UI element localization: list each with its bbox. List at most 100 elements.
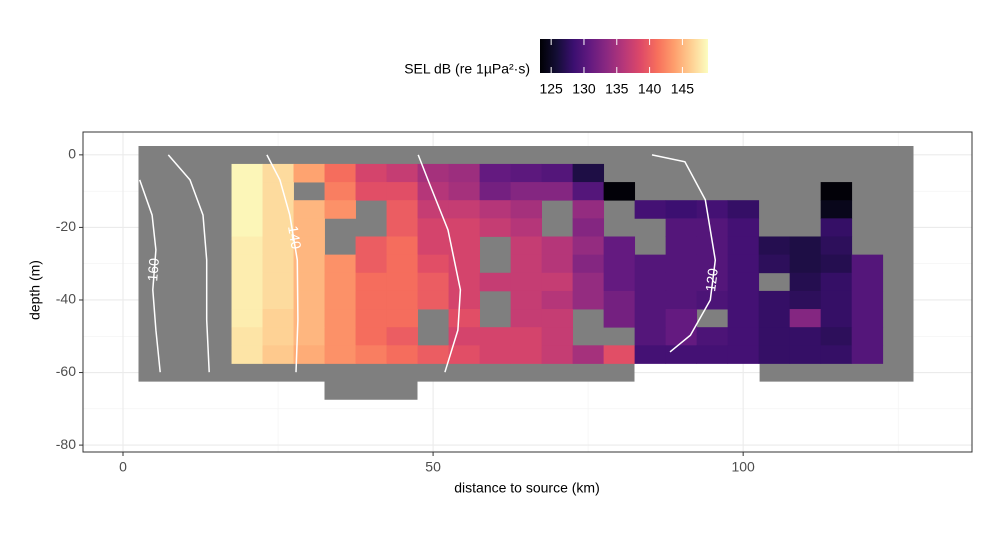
tile bbox=[231, 218, 263, 237]
tile bbox=[541, 309, 574, 328]
tile bbox=[448, 290, 480, 310]
tile bbox=[634, 272, 667, 292]
tile bbox=[448, 182, 480, 201]
tile bbox=[603, 309, 636, 328]
contour-label: 140 bbox=[285, 225, 305, 251]
x-tick-label: 100 bbox=[731, 459, 755, 475]
tile bbox=[572, 345, 605, 364]
tile bbox=[789, 345, 822, 364]
tile bbox=[386, 218, 418, 237]
tile bbox=[386, 309, 418, 328]
tile bbox=[386, 200, 418, 219]
tile bbox=[262, 309, 294, 328]
tile bbox=[510, 163, 543, 183]
contour-label: 160 bbox=[144, 257, 162, 282]
tile bbox=[851, 272, 884, 292]
tile bbox=[820, 254, 853, 274]
tile bbox=[479, 163, 512, 183]
tile bbox=[541, 182, 574, 201]
tile bbox=[231, 327, 263, 346]
tile bbox=[324, 345, 356, 364]
tile bbox=[293, 200, 325, 219]
tile bbox=[448, 163, 480, 183]
tile bbox=[293, 345, 325, 364]
tile bbox=[262, 218, 294, 237]
tile bbox=[231, 182, 263, 201]
tile bbox=[851, 309, 884, 328]
tile bbox=[448, 309, 480, 328]
y-tick-label: -80 bbox=[56, 436, 76, 452]
y-tick-label: 0 bbox=[68, 146, 76, 162]
tile bbox=[324, 327, 356, 346]
tile bbox=[293, 272, 325, 292]
tile bbox=[572, 236, 605, 256]
tile bbox=[541, 236, 574, 256]
tile bbox=[510, 254, 543, 274]
tile bbox=[696, 254, 729, 274]
tile bbox=[820, 182, 853, 201]
tile bbox=[293, 218, 325, 237]
tile bbox=[541, 254, 574, 274]
tile bbox=[603, 182, 636, 201]
tile bbox=[572, 290, 605, 310]
tile bbox=[758, 327, 791, 346]
legend-tick-label: 135 bbox=[605, 81, 629, 97]
tile bbox=[386, 254, 418, 274]
tile bbox=[820, 327, 853, 346]
legend-tick-label: 125 bbox=[539, 81, 563, 97]
tile bbox=[355, 327, 387, 346]
tiles bbox=[231, 163, 884, 364]
tile bbox=[355, 254, 387, 274]
colorbar bbox=[540, 39, 708, 73]
tile bbox=[262, 254, 294, 274]
tile bbox=[572, 200, 605, 219]
tile bbox=[324, 200, 356, 219]
y-tick-label: -60 bbox=[56, 363, 76, 379]
tile bbox=[262, 236, 294, 256]
tile bbox=[231, 254, 263, 274]
tile bbox=[603, 272, 636, 292]
tile bbox=[231, 200, 263, 219]
tile bbox=[758, 345, 791, 364]
tile bbox=[727, 200, 760, 219]
tile bbox=[417, 254, 449, 274]
legend-tick-label: 145 bbox=[671, 81, 695, 97]
tile bbox=[789, 254, 822, 274]
tile bbox=[634, 200, 667, 219]
tile bbox=[510, 290, 543, 310]
contour-line bbox=[138, 154, 210, 373]
tile bbox=[727, 218, 760, 237]
tile bbox=[448, 272, 480, 292]
tile bbox=[293, 309, 325, 328]
tile bbox=[758, 309, 791, 328]
tile bbox=[510, 309, 543, 328]
tile bbox=[541, 163, 574, 183]
tile bbox=[665, 200, 698, 219]
tile bbox=[572, 272, 605, 292]
tile bbox=[417, 236, 449, 256]
tile bbox=[293, 327, 325, 346]
tile bbox=[820, 290, 853, 310]
tile bbox=[789, 309, 822, 328]
tile bbox=[696, 345, 729, 364]
tile bbox=[665, 309, 698, 328]
tile bbox=[758, 290, 791, 310]
tile bbox=[820, 272, 853, 292]
tile bbox=[696, 200, 729, 219]
tile bbox=[262, 345, 294, 364]
panel-border bbox=[82, 131, 973, 453]
tile bbox=[293, 254, 325, 274]
tile bbox=[696, 290, 729, 310]
tile bbox=[448, 200, 480, 219]
tile bbox=[355, 290, 387, 310]
contours: 160 140 120 bbox=[138, 154, 721, 373]
tile bbox=[634, 309, 667, 328]
tile bbox=[789, 236, 822, 256]
tile bbox=[572, 163, 605, 183]
tile bbox=[665, 254, 698, 274]
tile bbox=[448, 345, 480, 364]
tile bbox=[541, 290, 574, 310]
tile bbox=[510, 272, 543, 292]
tile bbox=[231, 163, 263, 183]
tile bbox=[634, 327, 667, 346]
